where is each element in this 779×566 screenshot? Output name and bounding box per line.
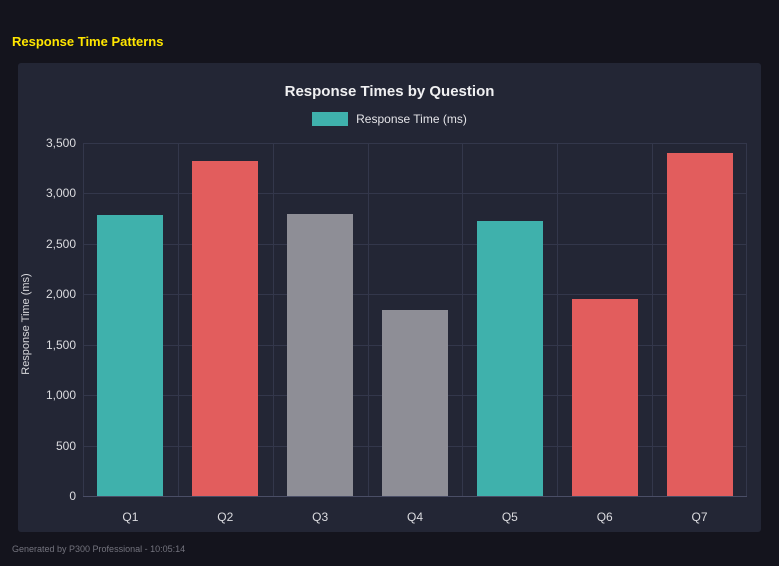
gridline-vertical: [177, 143, 179, 496]
footer-note: Generated by P300 Professional - 10:05:1…: [12, 544, 186, 554]
x-axis-ticks: Q1 Q2 Q3 Q4 Q5 Q6 Q7: [83, 504, 747, 524]
gridline-vertical: [652, 143, 654, 496]
chart-legend[interactable]: Response Time (ms): [18, 112, 761, 126]
gridline-horizontal: [83, 294, 747, 296]
x-tick-label: Q6: [596, 510, 613, 524]
x-tick-label: Q7: [691, 510, 708, 524]
gridline-vertical: [83, 143, 84, 496]
x-tick-label: Q2: [217, 510, 234, 524]
x-tick-label: Q4: [406, 510, 424, 524]
gridline-vertical: [746, 143, 747, 496]
page-title: Response Time Patterns: [12, 34, 164, 49]
y-tick-label: 2,000: [45, 287, 76, 302]
y-tick-label: 2,500: [45, 236, 76, 251]
bar-q3: [287, 213, 354, 496]
gridline-vertical: [557, 143, 559, 496]
x-tick-label: Q5: [501, 510, 518, 524]
gridline-vertical: [462, 143, 464, 496]
y-axis-ticks: 0 500 1,000 1,500 2,000 2,500 3,000 3,500: [26, 136, 76, 503]
gridline-vertical: [272, 143, 274, 496]
chart-title: Response Times by Question: [284, 83, 495, 100]
y-tick-label: 3,000: [45, 186, 76, 201]
gridline-horizontal: [83, 143, 747, 144]
x-tick-label: Q1: [122, 510, 139, 524]
plot-area: [83, 143, 747, 497]
gridline-vertical: [367, 143, 369, 496]
y-tick-label: 1,000: [45, 388, 76, 403]
y-tick-label: 1,500: [45, 337, 76, 352]
bar-q6: [571, 298, 638, 496]
gridline-horizontal: [83, 243, 747, 245]
bar-q1: [97, 214, 164, 496]
bar-q4: [382, 309, 448, 496]
gridline-horizontal: [83, 193, 747, 195]
bar-q5: [476, 221, 543, 496]
bar-q2: [192, 161, 259, 496]
y-tick-label: 500: [55, 438, 76, 453]
bar-q7: [666, 153, 733, 496]
x-tick-label: Q3: [312, 510, 329, 524]
y-tick-label: 3,500: [45, 136, 76, 150]
gridline-horizontal: [83, 496, 747, 497]
legend-swatch: [312, 112, 349, 126]
chart-panel: Response Times by Question Response Time…: [18, 63, 761, 532]
y-tick-label: 0: [69, 489, 76, 503]
legend-label: Response Time (ms): [356, 112, 467, 126]
